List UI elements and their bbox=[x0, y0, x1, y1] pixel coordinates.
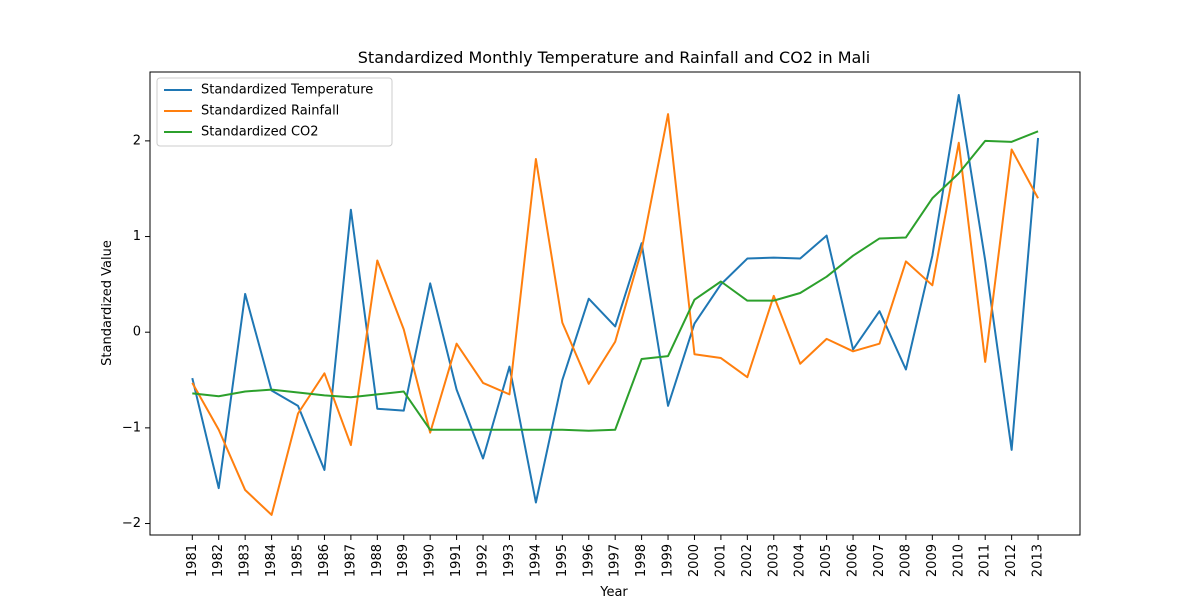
y-tick-label: 2 bbox=[133, 133, 141, 148]
x-tick-label: 2005 bbox=[819, 544, 834, 577]
x-tick-label: 2006 bbox=[846, 544, 861, 577]
series-line-1 bbox=[191, 93, 1040, 504]
x-tick-label: 1988 bbox=[370, 544, 385, 577]
legend: Standardized Temperature Standardized Rai… bbox=[156, 77, 393, 147]
y-tick-label: 1 bbox=[133, 229, 141, 244]
y-tick-label: 0 bbox=[133, 325, 141, 340]
x-tick-label: 2004 bbox=[793, 544, 808, 577]
x-tick-label: 2003 bbox=[766, 544, 781, 577]
x-tick-label: 2002 bbox=[740, 544, 755, 577]
x-tick-label: 1998 bbox=[634, 544, 649, 577]
series-line-3 bbox=[192, 130, 1039, 432]
x-tick-label: 2008 bbox=[898, 544, 913, 577]
x-tick-label: 1991 bbox=[449, 544, 464, 577]
x-tick-label: 1997 bbox=[608, 544, 623, 577]
y-tick-label: −1 bbox=[122, 420, 141, 435]
x-tick-label: 1995 bbox=[555, 544, 570, 577]
legend-label: Standardized Temperature bbox=[201, 83, 373, 98]
x-tick-label: 1996 bbox=[581, 544, 596, 577]
x-tick-label: 2009 bbox=[925, 544, 940, 577]
x-tick-label: 1992 bbox=[476, 544, 491, 577]
x-tick-label: 1987 bbox=[343, 544, 358, 577]
x-tick-label: 2000 bbox=[687, 544, 702, 577]
x-tick-label: 1999 bbox=[661, 544, 676, 577]
y-axis: −2 −1 0 1 2 bbox=[122, 133, 150, 531]
x-tick-label: 1986 bbox=[317, 544, 332, 577]
x-tick-label: 1994 bbox=[528, 544, 543, 577]
x-tick-label: 2013 bbox=[1031, 544, 1046, 577]
x-tick-label: 1993 bbox=[502, 544, 517, 577]
y-axis-label: Standardized Value bbox=[100, 240, 115, 366]
legend-label: Standardized Rainfall bbox=[201, 104, 339, 119]
y-tick-label: −2 bbox=[122, 516, 141, 531]
x-tick-label: 1984 bbox=[264, 544, 279, 577]
x-tick-label: 2010 bbox=[951, 544, 966, 577]
x-tick-label: 1990 bbox=[423, 544, 438, 577]
x-tick-label: 2007 bbox=[872, 544, 887, 577]
series-line-2 bbox=[191, 113, 1039, 516]
x-tick-label: 2001 bbox=[713, 544, 728, 577]
x-axis: 1981 1982 1983 1984 1985 1986 1987 1988 1989 1990… bbox=[185, 535, 1046, 577]
x-tick-label: 1982 bbox=[211, 544, 226, 577]
x-tick-label: 1989 bbox=[396, 544, 411, 577]
x-tick-label: 2011 bbox=[978, 544, 993, 577]
legend-box bbox=[156, 77, 393, 147]
x-tick-label: 1981 bbox=[185, 544, 200, 577]
x-tick-label: 1983 bbox=[238, 544, 253, 577]
legend-label: Standardized CO2 bbox=[201, 125, 319, 140]
x-tick-label: 2012 bbox=[1004, 544, 1019, 577]
chart-title: Standardized Monthly Temperature and Rai… bbox=[358, 48, 870, 67]
x-tick-label: 1985 bbox=[291, 544, 306, 577]
x-axis-label: Year bbox=[599, 585, 628, 600]
